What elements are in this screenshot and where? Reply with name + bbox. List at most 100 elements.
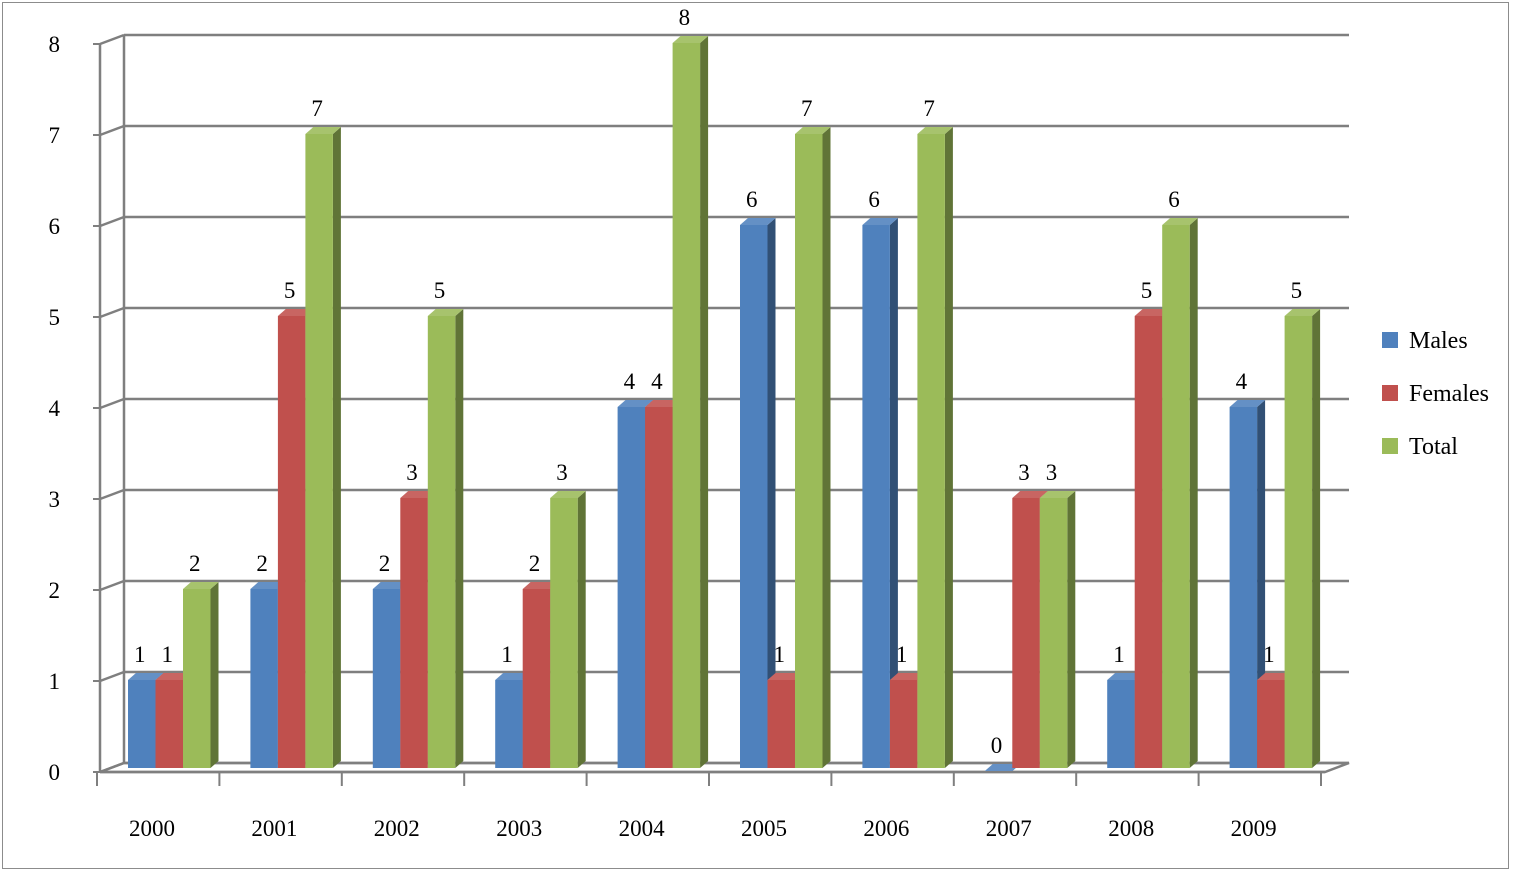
bar-top <box>1012 491 1048 498</box>
bar-top <box>862 218 898 225</box>
bar <box>889 680 918 768</box>
gridline-side <box>99 670 125 683</box>
bar-top <box>277 309 314 316</box>
y-tick-label: 4 <box>49 396 61 421</box>
bar-top <box>672 36 709 43</box>
gridline-side <box>99 33 125 46</box>
data-label: 1 <box>774 642 786 667</box>
bar-top <box>1284 309 1321 316</box>
data-label: 7 <box>311 96 323 121</box>
gridline-side <box>99 488 125 501</box>
bar-top <box>250 582 286 589</box>
gridline-side <box>99 215 125 228</box>
legend-swatch <box>1382 438 1398 454</box>
x-tick-label: 2009 <box>1231 816 1277 841</box>
y-tick-label: 1 <box>49 669 61 694</box>
bar-top <box>183 582 219 589</box>
bar-top <box>767 673 803 680</box>
data-label: 7 <box>923 96 935 121</box>
bar-top <box>984 764 1021 771</box>
data-label: 3 <box>406 460 418 485</box>
bar <box>427 316 456 768</box>
legend-swatch <box>1382 332 1398 348</box>
x-tick-label: 2002 <box>374 816 420 841</box>
data-label: 1 <box>501 642 513 667</box>
bar-top <box>1257 673 1293 680</box>
bar-top <box>1229 400 1266 407</box>
data-label: 1 <box>162 642 174 667</box>
data-label: 5 <box>1291 278 1303 303</box>
data-label: 0 <box>991 733 1003 758</box>
bar <box>740 225 768 768</box>
bar <box>645 407 673 768</box>
bar-top <box>740 218 776 225</box>
data-label: 8 <box>679 5 691 30</box>
data-label: 4 <box>651 369 663 394</box>
data-label: 2 <box>379 551 391 576</box>
data-label: 7 <box>801 96 813 121</box>
bar-top <box>617 400 654 407</box>
bar-top <box>305 127 341 134</box>
y-tick-label: 2 <box>49 578 61 603</box>
data-label: 6 <box>1168 187 1180 212</box>
bar-top <box>889 673 926 680</box>
bar-side <box>1312 309 1321 768</box>
bar <box>550 498 578 768</box>
legend-label: Females <box>1409 381 1489 407</box>
bar <box>1284 316 1313 768</box>
bar-top <box>1107 673 1143 680</box>
bar <box>1039 498 1068 768</box>
bar <box>1107 680 1135 768</box>
y-tick-label: 6 <box>49 214 61 239</box>
bar-top <box>917 127 953 134</box>
bar <box>183 589 211 768</box>
bar <box>495 680 523 768</box>
bar <box>1012 498 1040 768</box>
bar <box>250 589 278 768</box>
gridline-side <box>99 124 125 137</box>
bar-side <box>577 491 586 768</box>
data-label: 3 <box>556 460 568 485</box>
bar <box>1257 680 1285 768</box>
data-label: 2 <box>529 551 541 576</box>
bar-side <box>767 218 776 768</box>
data-label: 1 <box>1113 642 1125 667</box>
legend-label: Males <box>1409 328 1468 354</box>
bar-top <box>795 127 831 134</box>
data-label: 2 <box>256 551 268 576</box>
data-label: 1 <box>1263 642 1275 667</box>
bar-top <box>155 673 191 680</box>
bar <box>795 134 823 768</box>
x-tick-label: 2003 <box>496 816 542 841</box>
data-label: 5 <box>1141 278 1153 303</box>
bar <box>128 680 156 768</box>
bar-top <box>372 582 409 589</box>
bar <box>672 43 701 768</box>
bar-side <box>700 36 709 768</box>
data-label: 2 <box>189 551 201 576</box>
y-tick-label: 7 <box>49 123 61 148</box>
bar <box>767 680 795 768</box>
data-label: 6 <box>746 187 758 212</box>
y-tick-label: 0 <box>49 760 61 785</box>
gridline-side <box>99 306 125 319</box>
bar <box>617 407 646 768</box>
bar-top <box>400 491 436 498</box>
gridline-side <box>99 397 125 410</box>
data-label: 6 <box>868 187 880 212</box>
data-label: 3 <box>1018 460 1030 485</box>
bar <box>917 134 945 768</box>
bar-top <box>550 491 586 498</box>
bar-top <box>1039 491 1076 498</box>
x-tick-label: 2006 <box>863 816 909 841</box>
bar <box>862 225 890 768</box>
x-tick-label: 2001 <box>251 816 297 841</box>
data-label: 5 <box>434 278 446 303</box>
bar-top <box>645 400 681 407</box>
legend-swatch <box>1382 385 1398 401</box>
bar <box>400 498 428 768</box>
x-tick-label: 2008 <box>1108 816 1154 841</box>
data-label: 5 <box>284 278 296 303</box>
gridline-side <box>99 579 125 592</box>
